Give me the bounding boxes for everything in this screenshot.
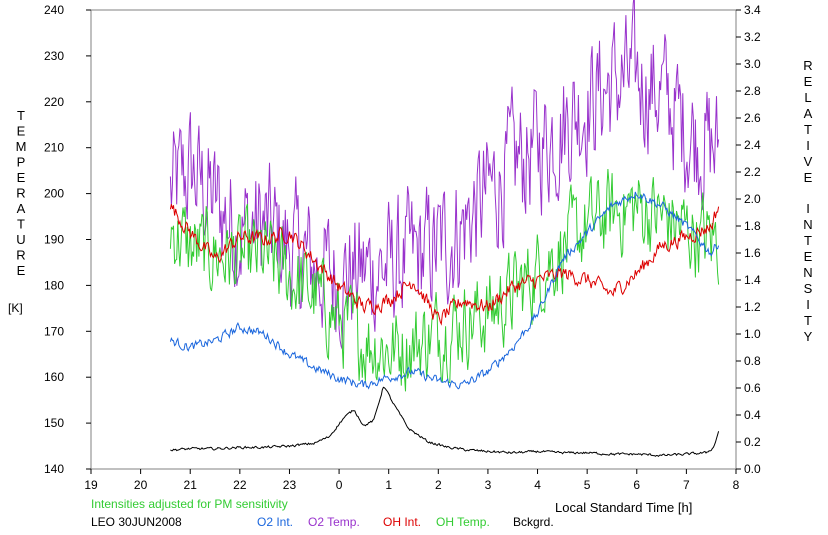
x-axis-ticks: 19 20 21 22 23 0 1 2 3 4 5 6 7 8 [84,469,740,492]
series-layer [169,0,720,457]
series-line-o2-int [169,191,720,390]
left-tick-label: 190 [44,233,64,247]
x-tick-label: 7 [683,478,690,492]
left-axis-letter: A [17,201,26,216]
series-line-oh-temp [169,168,720,392]
right-tick-label: 1.0 [744,327,761,341]
left-tick-label: 180 [44,278,64,292]
right-tick-label: 3.4 [744,3,761,17]
right-tick-label: 0.0 [744,462,761,476]
left-tick-label: 210 [44,141,64,155]
left-tick-label: 170 [44,324,64,338]
right-tick-label: 1.8 [744,219,761,233]
x-tick-label: 2 [435,478,442,492]
adjustment-note: Intensities adjusted for PM sensitivity [91,497,288,511]
right-axis-letter: R [803,58,812,73]
right-axis-letter: S [804,281,813,296]
left-axis-letter: T [17,108,25,123]
left-axis-letter: R [16,248,25,263]
left-tick-label: 200 [44,187,64,201]
right-tick-label: 0.6 [744,381,761,395]
x-tick-label: 8 [733,478,740,492]
right-axis-letter: Y [804,329,813,344]
right-tick-label: 1.2 [744,300,761,314]
left-axis-letter: E [17,263,26,278]
x-tick-label: 0 [336,478,343,492]
right-axis-letter: E [804,74,813,89]
x-tick-label: 4 [534,478,541,492]
series-line-o2-temp [169,0,720,350]
right-tick-label: 2.6 [744,111,761,125]
left-tick-label: 240 [44,3,64,17]
right-axis-letter: A [804,106,813,121]
left-axis-ticks: 140 150 160 170 180 190 200 210 220 230 240 [44,3,91,476]
x-tick-label: 6 [633,478,640,492]
x-tick-label: 20 [134,478,148,492]
right-axis-letter: T [804,122,812,137]
left-tick-label: 140 [44,462,64,476]
right-axis-letter: E [804,249,813,264]
right-axis-letter: V [804,154,813,169]
right-tick-label: 2.8 [744,84,761,98]
x-axis-label: Local Standard Time [h] [555,500,692,515]
x-tick-label: 19 [84,478,98,492]
right-tick-label: 2.2 [744,165,761,179]
right-axis-letter: E [804,170,813,185]
legend-item-o2-int: O2 Int. [257,515,293,529]
x-tick-label: 5 [584,478,591,492]
right-tick-label: 0.8 [744,354,761,368]
x-tick-label: 22 [233,478,247,492]
right-axis-letter: L [804,90,811,105]
x-tick-label: 23 [283,478,297,492]
station-label: LEO 30JUN2008 [91,515,182,529]
legend-item-o2-temp: O2 Temp. [308,515,360,529]
right-axis-letter: N [803,217,812,232]
left-tick-label: 230 [44,49,64,63]
left-axis-letter: T [17,217,25,232]
right-axis-letter: I [806,297,810,312]
right-tick-label: 3.0 [744,57,761,71]
x-tick-label: 21 [184,478,198,492]
right-tick-label: 1.4 [744,273,761,287]
right-axis-letter: T [804,313,812,328]
legend: O2 Int. O2 Temp. OH Int. OH Temp. Bckgrd. [257,515,554,529]
right-tick-label: 2.0 [744,192,761,206]
left-axis-unit: [K] [8,301,23,315]
series-line-oh-int [169,204,720,326]
legend-item-oh-int: OH Int. [383,515,421,529]
right-axis-letter: I [806,138,810,153]
left-tick-label: 160 [44,370,64,384]
right-tick-label: 1.6 [744,246,761,260]
right-axis-ticks: 0.0 0.2 0.4 0.6 0.8 1.0 1.2 1.4 1.6 1.8 2.0 2.2 2.4 2… [736,3,761,476]
right-axis-letter: T [804,233,812,248]
right-axis-letter: N [803,265,812,280]
right-tick-label: 3.2 [744,30,761,44]
left-axis-letter: U [16,232,25,247]
left-axis-letter: P [17,155,26,170]
left-axis-letter: M [16,139,27,154]
left-axis-letter: E [17,124,26,139]
left-axis-letter: R [16,186,25,201]
left-tick-label: 220 [44,95,64,109]
legend-item-bckgrd: Bckgrd. [513,515,554,529]
x-tick-label: 1 [385,478,392,492]
legend-item-oh-temp: OH Temp. [436,515,490,529]
right-tick-label: 0.4 [744,408,761,422]
right-tick-label: 2.4 [744,138,761,152]
left-tick-label: 150 [44,416,64,430]
right-tick-label: 0.2 [744,435,761,449]
x-tick-label: 3 [485,478,492,492]
series-line-bckgrd [170,386,720,457]
left-axis-letter: E [17,170,26,185]
right-axis-letter: I [806,201,810,216]
